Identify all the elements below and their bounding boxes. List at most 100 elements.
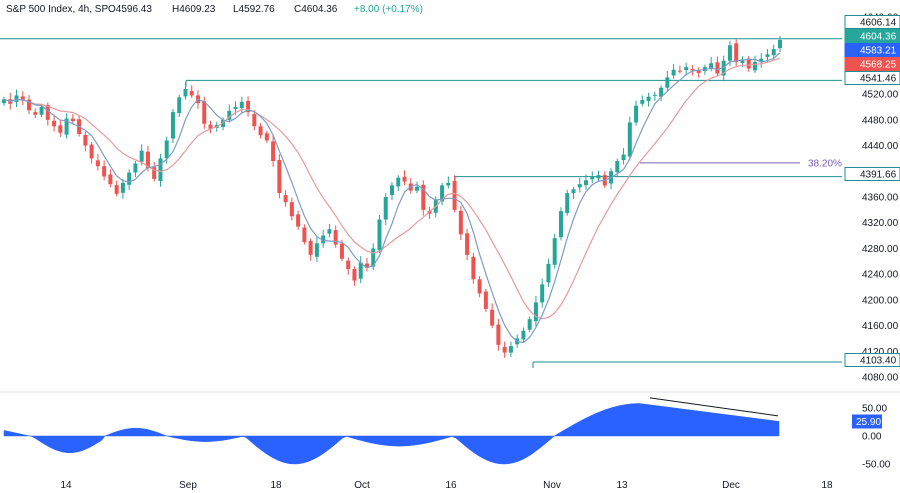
price-axis[interactable]: 4080.00 4120.00 4160.00 4200.00 4240.00 4280.…: [844, 13, 900, 384]
price-tick-label: 4120.00: [862, 347, 899, 358]
candle: [2, 96, 6, 106]
candle-body: [314, 243, 319, 257]
ohlc-high: H4609.23: [172, 4, 216, 15]
candle-body: [170, 112, 175, 139]
candle-body: [727, 45, 732, 61]
candle-body: [302, 227, 307, 242]
candle: [558, 207, 563, 241]
price-label-text: 4103.40: [860, 356, 897, 367]
candle-body: [546, 263, 551, 283]
candle-body: [321, 235, 326, 244]
candle-body: [665, 77, 670, 88]
candle-body: [584, 180, 588, 186]
candle-body: [677, 70, 682, 72]
candle: [127, 169, 132, 190]
candle: [396, 175, 401, 191]
fast-moving-average-line: [3, 52, 781, 344]
candle-body: [108, 174, 113, 185]
candle-body: [752, 62, 757, 71]
candle-body: [778, 39, 782, 49]
candle: [70, 114, 75, 125]
candle-body: [271, 141, 276, 161]
candle: [58, 119, 63, 138]
candle: [646, 92, 651, 107]
candle-body: [377, 219, 382, 251]
candle-body: [139, 150, 144, 162]
candle-body: [696, 70, 701, 73]
candle: [577, 177, 582, 193]
candle-body: [765, 54, 770, 57]
candle: [271, 134, 276, 167]
oscillator-label-text: 25.90: [856, 417, 881, 428]
candle-body: [590, 176, 595, 180]
candle: [415, 181, 420, 194]
candle-body: [421, 184, 426, 210]
time-tick-label: 14: [60, 480, 72, 491]
time-axis[interactable]: 14 Sep 18 Oct 16 Nov 13 Dec 18: [60, 480, 833, 491]
candle-body: [58, 125, 63, 133]
price-tick-label: 4200.00: [862, 295, 899, 306]
candle-body: [734, 43, 739, 62]
candle: [446, 176, 451, 189]
oscillator-axis[interactable]: 50.00 0.00 -50.00 25.90: [852, 404, 891, 471]
candle: [52, 114, 57, 132]
candle: [239, 96, 244, 114]
price-label-level: 4391.66: [844, 167, 900, 181]
candle-body: [333, 230, 338, 245]
price-label-box: [844, 29, 900, 43]
candle-body: [346, 260, 351, 269]
oscillator-last-value-label: 25.90: [852, 414, 882, 429]
candle: [709, 56, 714, 72]
candle-body: [352, 269, 357, 281]
ohlc-close: C4604.36: [294, 4, 338, 15]
candle: [671, 63, 676, 79]
price-label-level: 4541.46: [844, 71, 900, 85]
candle-body: [20, 96, 25, 101]
candle-body: [715, 62, 720, 74]
candle-body: [164, 140, 169, 159]
candle: [64, 113, 69, 139]
candle-body: [390, 185, 394, 196]
candle-body: [615, 161, 620, 173]
candle: [289, 197, 294, 221]
candle: [490, 303, 495, 329]
price-tick-label: 4520.00: [862, 90, 899, 101]
candle: [158, 153, 163, 187]
candle: [183, 82, 188, 100]
candle: [665, 71, 670, 92]
candle: [227, 104, 232, 123]
candle-body: [183, 89, 188, 97]
candle: [314, 236, 319, 262]
candle-body: [652, 94, 657, 96]
time-tick-label: Dec: [722, 480, 740, 491]
candle: [584, 174, 588, 190]
candle-body: [521, 330, 526, 340]
candle: [458, 205, 463, 241]
price-label-text: 4604.36: [860, 32, 897, 43]
candle-body: [571, 189, 576, 194]
price-pane[interactable]: 38.20%: [0, 36, 842, 368]
candle: [177, 94, 182, 117]
candle: [521, 327, 526, 343]
candle: [333, 225, 338, 248]
candle: [440, 182, 445, 206]
price-label-text: 4606.14: [860, 18, 897, 29]
price-tick-label: 4160.00: [862, 321, 899, 332]
candle: [540, 278, 545, 308]
time-tick-label: 18: [270, 480, 282, 491]
candle: [120, 179, 125, 199]
oscillator-tick-label: 50.00: [862, 404, 887, 415]
candle-body: [189, 90, 194, 96]
price-label-ma2: 4568.25: [844, 57, 900, 71]
candle: [170, 108, 175, 143]
candle: [533, 296, 538, 327]
oscillator-pane[interactable]: [0, 391, 900, 465]
price-label-box: [844, 43, 900, 57]
divergence-trendline: [649, 397, 779, 417]
ohlc-open: O4596.43: [108, 4, 152, 15]
candle-body: [558, 211, 563, 238]
price-label-level: 4606.14: [844, 15, 900, 29]
candle-body: [133, 163, 138, 173]
candle-body: [296, 214, 301, 227]
